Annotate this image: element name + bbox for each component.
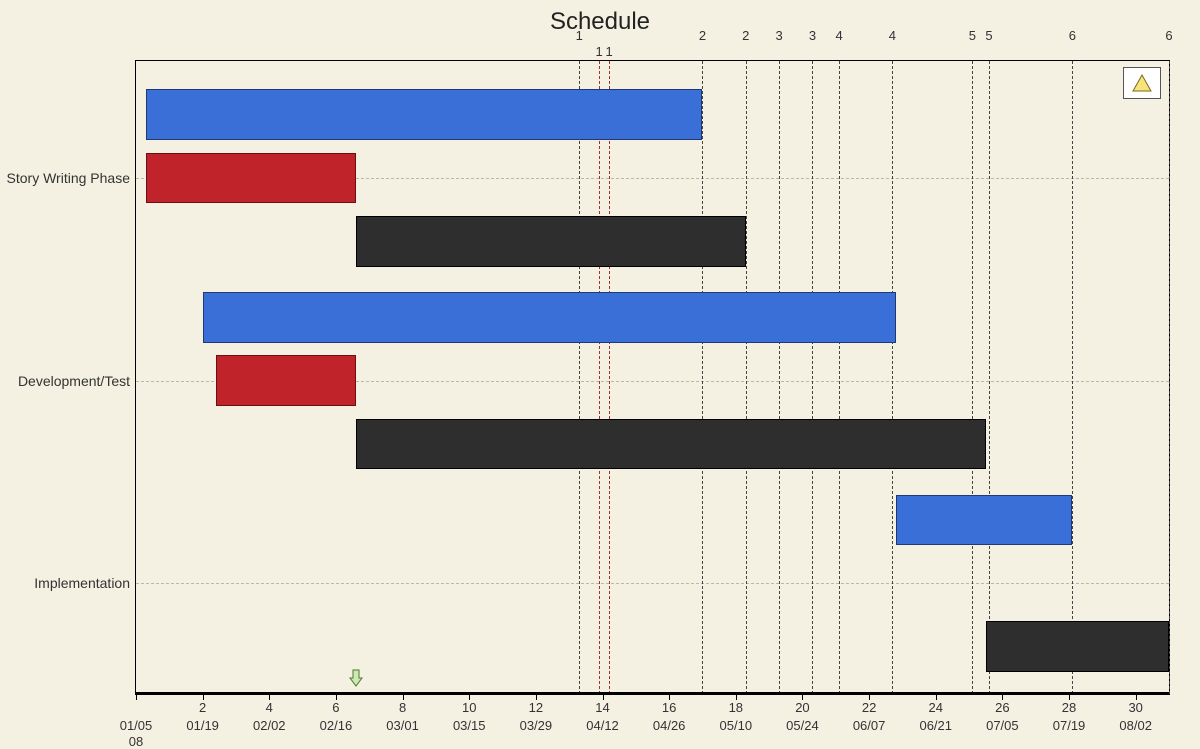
gantt-bar xyxy=(896,495,1073,546)
y-category-label: Development/Test xyxy=(18,373,136,389)
gantt-chart: Schedule Story Writing PhaseDevelopment/… xyxy=(0,0,1200,748)
hgrid-line xyxy=(136,583,1169,584)
x-minor-label: 28 xyxy=(1062,700,1076,715)
x-major-label: 07/05 xyxy=(986,718,1019,733)
reference-line-label: 4 xyxy=(835,28,842,43)
x-minor-label: 20 xyxy=(795,700,809,715)
reference-line-red xyxy=(599,61,600,694)
x-minor-label: 30 xyxy=(1128,700,1142,715)
gantt-bar xyxy=(986,621,1169,672)
reference-line-dark xyxy=(1072,61,1073,694)
x-major-label: 04/26 xyxy=(653,718,686,733)
reference-line-label: 6 xyxy=(1165,28,1172,43)
x-origin-year: 08 xyxy=(129,734,143,749)
x-major-label: 06/21 xyxy=(919,718,952,733)
gantt-bar xyxy=(146,153,356,204)
reference-line-dark xyxy=(779,61,780,694)
reference-line-dark xyxy=(746,61,747,694)
reference-line-label: 1 xyxy=(596,44,603,59)
x-minor-label: 10 xyxy=(462,700,476,715)
reference-line-red xyxy=(609,61,610,694)
reference-line-dark xyxy=(579,61,580,694)
x-axis-baseline xyxy=(136,692,1169,694)
reference-line-label: 2 xyxy=(742,28,749,43)
x-minor-label: 26 xyxy=(995,700,1009,715)
x-minor-label: 14 xyxy=(595,700,609,715)
x-major-label: 07/19 xyxy=(1053,718,1086,733)
chart-title: Schedule xyxy=(0,8,1200,36)
x-minor-label: 18 xyxy=(729,700,743,715)
y-category-label: Story Writing Phase xyxy=(7,170,136,186)
x-major-label: 03/29 xyxy=(520,718,553,733)
gantt-bar xyxy=(146,89,702,140)
reference-line-label: 4 xyxy=(889,28,896,43)
x-major-label: 05/24 xyxy=(786,718,819,733)
x-major-label: 02/16 xyxy=(320,718,353,733)
x-major-label: 01/19 xyxy=(186,718,219,733)
reference-line-label: 1 xyxy=(576,28,583,43)
legend xyxy=(1123,67,1161,99)
x-major-label: 04/12 xyxy=(586,718,619,733)
reference-line-dark xyxy=(892,61,893,694)
y-category-label: Implementation xyxy=(34,575,136,591)
plot-area: Story Writing PhaseDevelopment/TestImple… xyxy=(135,60,1170,695)
reference-line-label: 1 xyxy=(606,44,613,59)
gantt-bar xyxy=(356,419,986,470)
x-minor-label: 16 xyxy=(662,700,676,715)
x-major-tick xyxy=(136,694,137,700)
x-minor-label: 24 xyxy=(929,700,943,715)
x-major-label: 02/02 xyxy=(253,718,286,733)
triangle-icon xyxy=(1131,73,1153,93)
reference-line-label: 6 xyxy=(1069,28,1076,43)
reference-line-dark xyxy=(812,61,813,694)
reference-line-dark xyxy=(989,61,990,694)
x-major-label: 05/10 xyxy=(720,718,753,733)
gantt-bar xyxy=(216,355,356,406)
reference-line-dark xyxy=(972,61,973,694)
x-major-label: 01/05 xyxy=(120,718,153,733)
x-minor-label: 22 xyxy=(862,700,876,715)
x-major-label: 03/01 xyxy=(386,718,419,733)
x-minor-label: 4 xyxy=(266,700,273,715)
reference-line-label: 3 xyxy=(776,28,783,43)
x-minor-label: 2 xyxy=(199,700,206,715)
reference-line-label: 3 xyxy=(809,28,816,43)
reference-line-dark xyxy=(839,61,840,694)
reference-line-label: 5 xyxy=(969,28,976,43)
x-minor-label: 8 xyxy=(399,700,406,715)
x-major-label: 06/07 xyxy=(853,718,886,733)
reference-line-dark xyxy=(1169,61,1170,694)
reference-line-label: 2 xyxy=(699,28,706,43)
gantt-bar xyxy=(203,292,896,343)
reference-line-label: 5 xyxy=(985,28,992,43)
x-minor-label: 12 xyxy=(529,700,543,715)
x-minor-label: 6 xyxy=(332,700,339,715)
x-major-label: 03/15 xyxy=(453,718,486,733)
arrow-marker-icon xyxy=(349,669,363,692)
gantt-bar xyxy=(356,216,746,267)
x-major-label: 08/02 xyxy=(1119,718,1152,733)
reference-line-dark xyxy=(702,61,703,694)
